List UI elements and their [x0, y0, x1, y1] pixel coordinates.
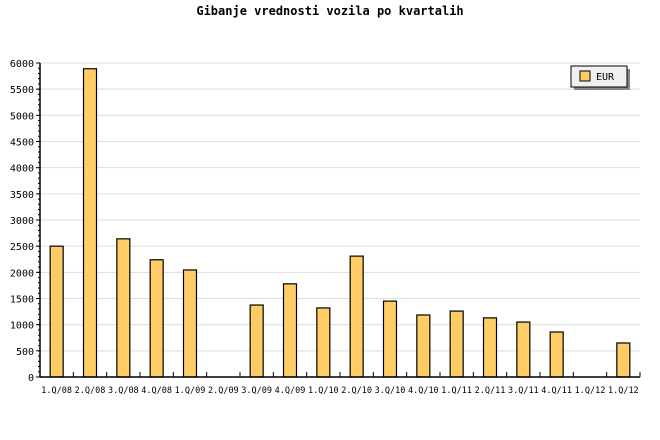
x-tick-label: 2.Q/11 — [475, 386, 506, 396]
y-tick-label: 0 — [28, 373, 34, 384]
legend-swatch — [579, 70, 591, 82]
chart-title: Gibanje vrednosti vozila po kvartalih — [196, 4, 464, 18]
bar — [82, 68, 98, 378]
bar — [49, 245, 64, 378]
x-tick-label: 2.Q/10 — [341, 386, 372, 396]
x-tick-label: 1.Q/12 — [608, 386, 639, 396]
y-tick-label: 5500 — [10, 85, 34, 96]
bar — [516, 321, 531, 378]
x-tick-label: 1.Q/09 — [175, 386, 206, 396]
bar — [416, 314, 431, 378]
x-tick-label: 4.Q/08 — [141, 386, 172, 396]
x-tick-label: 1.Q/08 — [41, 386, 72, 396]
x-tick-label: 1.Q/11 — [441, 386, 472, 396]
bar — [282, 283, 298, 378]
bar — [316, 307, 331, 378]
bar — [249, 304, 264, 378]
x-tick-label: 3.Q/11 — [508, 386, 539, 396]
y-tick-label: 1500 — [10, 295, 34, 306]
x-tick-label: 1.Q/10 — [308, 386, 339, 396]
x-tick-label: 4.Q/10 — [408, 386, 439, 396]
y-tick-label: 5000 — [10, 111, 34, 122]
y-tick-label: 4500 — [10, 138, 34, 149]
x-tick-label: 3.Q/10 — [375, 386, 406, 396]
x-tick-label: 2.Q/08 — [75, 386, 106, 396]
x-tick-label: 4.Q/09 — [275, 386, 306, 396]
bar — [382, 300, 398, 378]
bar — [149, 259, 164, 378]
bar — [116, 238, 131, 378]
y-tick-label: 500 — [16, 347, 34, 358]
bar — [182, 269, 198, 378]
x-tick-label: 3.Q/08 — [108, 386, 139, 396]
bar — [616, 342, 631, 378]
x-tick-label: 2.Q/09 — [208, 386, 239, 396]
bar — [549, 331, 564, 378]
bar — [349, 255, 364, 378]
bar — [449, 310, 464, 378]
y-tick-label: 4000 — [10, 164, 34, 175]
legend-label: EUR — [596, 72, 615, 83]
x-tick-label: 3.Q/09 — [241, 386, 272, 396]
x-tick-label: 1.Q/12 — [575, 386, 606, 396]
y-tick-label: 3500 — [10, 190, 34, 201]
y-tick-label: 3000 — [10, 216, 34, 227]
bar — [482, 317, 498, 378]
y-tick-label: 1000 — [10, 321, 34, 332]
y-tick-label: 2500 — [10, 242, 34, 253]
y-tick-label: 2000 — [10, 268, 34, 279]
x-tick-label: 4.Q/11 — [541, 386, 572, 396]
y-tick-label: 6000 — [10, 59, 34, 70]
